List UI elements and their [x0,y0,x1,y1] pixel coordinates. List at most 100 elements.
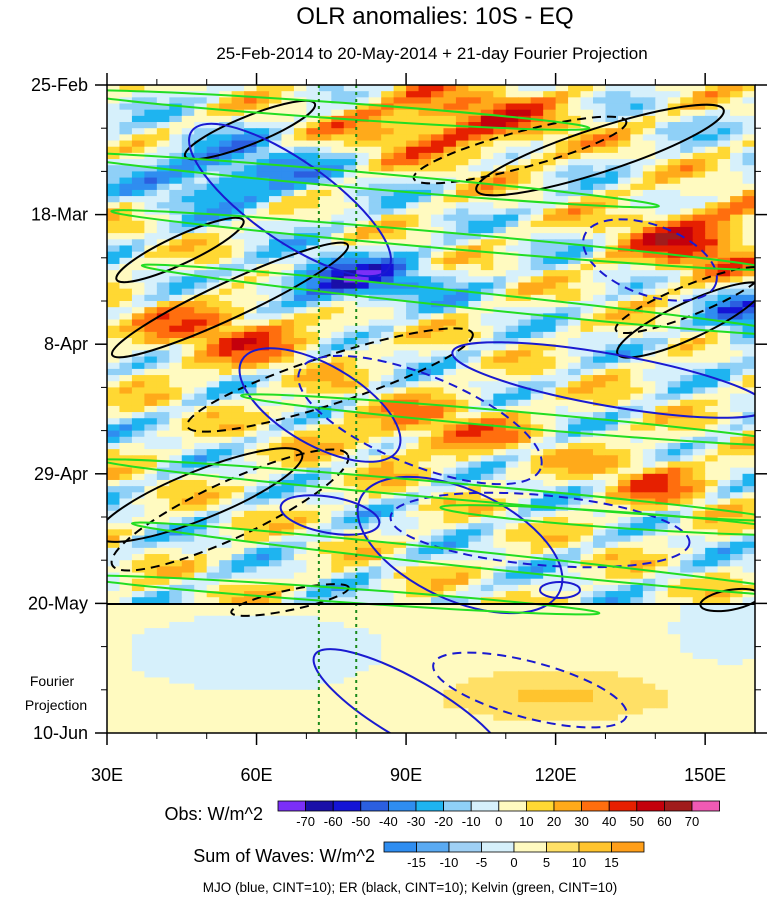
obs-cell [368,566,382,574]
obs-cell [705,338,719,345]
obs-cell [219,387,233,395]
obs-cell [593,171,607,179]
obs-cell [244,368,258,376]
obs-cell [156,103,170,111]
obs-cell [455,368,469,376]
obs-cell [742,560,755,567]
obs-cell [393,307,407,314]
obs-cell [343,301,357,308]
obs-cell [306,362,320,370]
obs-cell [393,510,407,518]
obs-cell [244,91,258,98]
projection-cell [630,658,644,666]
obs-cell [742,288,755,296]
obs-cell [742,418,755,426]
obs-cell [630,220,644,228]
projection-cell [580,615,594,623]
obs-cell [642,467,656,475]
obs-cell [555,97,569,105]
obs-cell [568,146,582,154]
obs-cell [431,467,445,475]
obs-cell [580,572,594,580]
obs-cell [593,498,607,506]
obs-cell [418,282,432,290]
projection-cell [306,628,320,635]
obs-cell [343,233,357,240]
obs-cell [468,103,482,111]
obs-cell [431,473,445,481]
obs-cell [293,430,307,438]
obs-cell [306,498,320,506]
obs-cell [306,350,320,358]
obs-cell [680,473,694,481]
obs-cell [244,597,258,604]
obs-cell [181,566,195,574]
obs-cell [119,504,133,512]
projection-cell [530,628,544,635]
obs-cell [630,597,644,604]
projection-cell [530,603,544,611]
obs-cell [169,424,183,432]
obs-cell [655,597,669,604]
obs-cell [642,479,656,487]
obs-cell [680,171,694,179]
obs-cell [692,301,706,308]
obs-cell [306,226,320,234]
obs-cell [543,103,557,111]
obs-cell [555,146,569,154]
obs-cell [555,344,569,351]
obs-cell [418,566,432,574]
obs-cell [194,189,208,197]
obs-cell [107,436,121,444]
obs-cell [269,362,283,370]
obs-cell [580,578,594,586]
obs-cell [593,331,607,339]
obs-cell [256,387,270,395]
obs-cell [244,189,258,197]
obs-cell [269,307,283,314]
obs-cell [281,115,295,123]
obs-cell [568,479,582,487]
obs-cell [318,313,332,321]
obs-cell [443,208,457,216]
obs-cell [443,362,457,370]
obs-cell [181,344,195,351]
obs-cell [144,301,158,308]
obs-cell [406,504,420,512]
obs-cell [368,350,382,358]
obs-cell [368,436,382,444]
obs-cell [219,128,233,135]
obs-cell [144,597,158,604]
obs-cell [219,307,233,314]
obs-cell [206,430,220,438]
obs-cell [356,91,370,98]
obs-cell [343,393,357,401]
obs-cell [418,301,432,308]
projection-cell [593,658,607,666]
obs-cell [206,282,220,290]
obs-cell [580,134,594,142]
obs-cell [568,393,582,401]
projection-cell [455,615,469,623]
obs-cell [119,319,133,327]
obs-cell [306,220,320,228]
obs-cell [119,430,133,438]
obs-cell [181,356,195,364]
obs-cell [356,597,370,604]
obs-cell [169,301,183,308]
obs-cell [381,233,395,240]
obs-cell [169,134,183,142]
obs-cell [730,85,744,92]
projection-cell [705,609,719,617]
obs-cell [505,560,519,567]
obs-cell [144,436,158,444]
obs-cell [555,449,569,456]
obs-cell [655,504,669,512]
obs-cell [543,263,557,271]
obs-cell [580,85,594,92]
obs-cell [406,560,420,567]
obs-cell [655,245,669,253]
obs-cell [455,159,469,166]
obs-cell [293,307,307,314]
obs-cell [368,288,382,296]
